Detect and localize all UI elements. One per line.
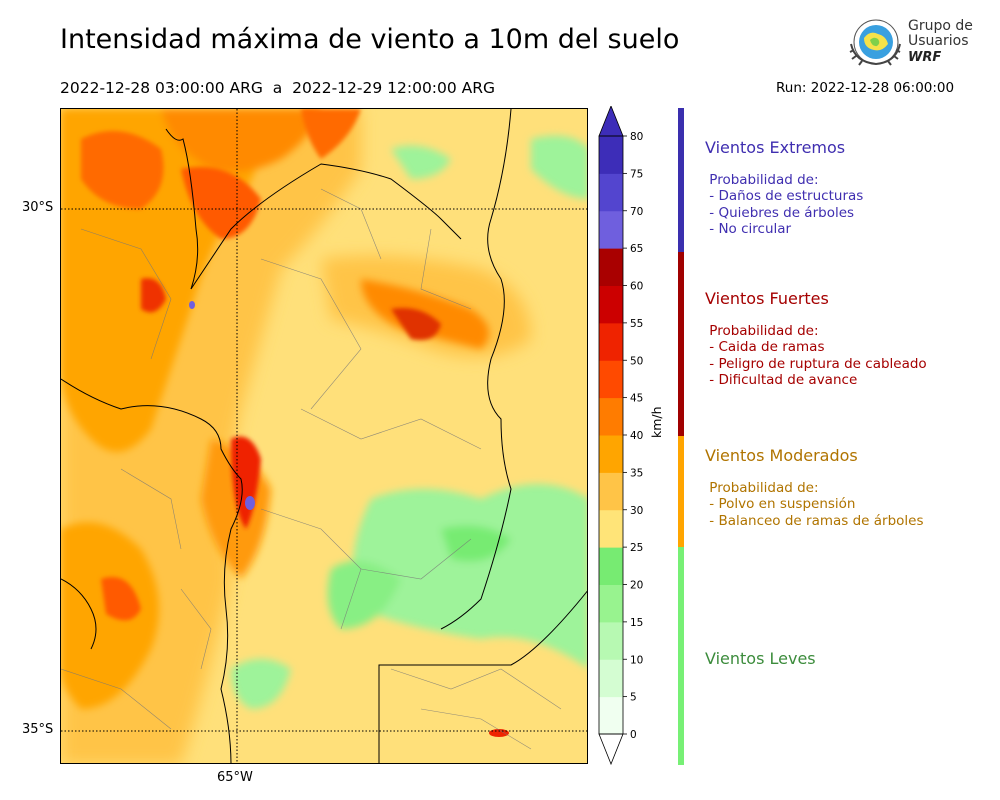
colorbar-segment bbox=[599, 248, 623, 286]
wrf-logo: Grupo de Usuarios WRF bbox=[846, 16, 976, 74]
colorbar-tick-label: 40 bbox=[630, 430, 643, 442]
category-bar-strong bbox=[678, 252, 684, 436]
logo-text-line1: Grupo de bbox=[908, 18, 973, 34]
colorbar-tick-label: 10 bbox=[630, 654, 643, 666]
colorbar-segment bbox=[599, 547, 623, 585]
colorbar: 0 5 10 15 20 25 30 35 40 45 50 55 60 65 70 75 80 bbox=[598, 106, 643, 766]
category-title-extreme: Vientos Extremos bbox=[705, 138, 846, 157]
colorbar-segment bbox=[599, 659, 623, 698]
category-bar-light bbox=[678, 547, 684, 765]
colorbar-segment bbox=[599, 173, 623, 212]
colorbar-tick-label: 70 bbox=[630, 206, 643, 218]
colorbar-segment bbox=[599, 397, 623, 436]
colorbar-tick-label: 25 bbox=[630, 542, 643, 554]
lat-label-35s: 35°S bbox=[22, 722, 54, 737]
colorbar-tick-label: 0 bbox=[630, 729, 637, 741]
category-bar-extreme bbox=[678, 108, 684, 252]
colorbar-segment bbox=[599, 621, 623, 660]
colorbar-segment bbox=[599, 322, 623, 361]
lon-label-65w: 65°W bbox=[217, 770, 253, 785]
category-title-moderate: Vientos Moderados bbox=[705, 446, 858, 465]
colorbar-segment bbox=[599, 136, 623, 174]
colorbar-segment bbox=[599, 584, 623, 623]
colorbar-tick-label: 50 bbox=[630, 355, 643, 367]
colorbar-tick-label: 5 bbox=[630, 692, 637, 704]
category-title-strong: Vientos Fuertes bbox=[705, 289, 829, 308]
colorbar-tick-label: 60 bbox=[630, 281, 643, 293]
colorbar-bottom-arrow bbox=[598, 733, 624, 766]
forecast-period: 2022-12-28 03:00:00 ARG a 2022-12-29 12:… bbox=[60, 79, 496, 97]
run-timestamp: Run: 2022-12-28 06:00:00 bbox=[776, 80, 955, 96]
category-text-extreme: Probabilidad de: - Daños de estructuras … bbox=[709, 172, 864, 237]
colorbar-tick-label: 35 bbox=[630, 467, 643, 479]
colorbar-tick-label: 30 bbox=[630, 505, 643, 517]
colorbar-segment bbox=[599, 210, 623, 249]
logo-text-line3: WRF bbox=[908, 50, 942, 65]
colorbar-tick-label: 45 bbox=[630, 393, 643, 405]
logo-text-line2: Usuarios bbox=[908, 33, 969, 49]
map-canvas bbox=[61, 109, 587, 763]
category-title-light: Vientos Leves bbox=[705, 649, 816, 668]
colorbar-segment bbox=[599, 435, 623, 473]
colorbar-top-arrow bbox=[598, 106, 624, 137]
colorbar-segment bbox=[599, 696, 623, 735]
colorbar-segment bbox=[599, 509, 623, 548]
wind-map bbox=[60, 108, 588, 764]
colorbar-tick-label: 15 bbox=[630, 617, 643, 629]
colorbar-segment bbox=[599, 360, 623, 399]
colorbar-tick-label: 75 bbox=[630, 168, 643, 180]
category-text-strong: Probabilidad de: - Caida de ramas - Peli… bbox=[709, 323, 927, 388]
colorbar-tick-label: 80 bbox=[630, 131, 643, 143]
colorbar-tick-label: 65 bbox=[630, 243, 643, 255]
colorbar-unit: km/h bbox=[649, 406, 664, 438]
colorbar-segment bbox=[599, 285, 623, 324]
colorbar-tick-label: 20 bbox=[630, 580, 643, 592]
page-title: Intensidad máxima de viento a 10m del su… bbox=[60, 24, 680, 55]
category-text-moderate: Probabilidad de: - Polvo en suspensión -… bbox=[709, 480, 924, 529]
globe-icon bbox=[849, 19, 901, 66]
colorbar-segment bbox=[599, 472, 623, 511]
lat-label-30s: 30°S bbox=[22, 200, 54, 215]
category-bar-moderate bbox=[678, 436, 684, 547]
colorbar-tick-label: 55 bbox=[630, 318, 643, 330]
